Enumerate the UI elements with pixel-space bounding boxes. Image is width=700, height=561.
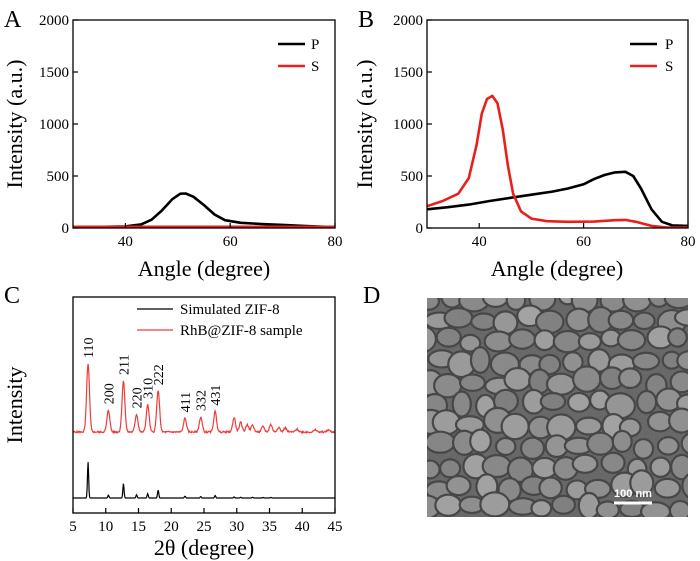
panel-b-xlabel: Angle (degree) — [491, 256, 624, 281]
legend-label-s: S — [311, 59, 319, 75]
x-tick-label: 60 — [223, 234, 238, 250]
panel-a-chart: 40 60 80 0 500 1000 1500 2000 Angle (degree) In… — [2, 13, 343, 281]
legend-label-simulated: Simulated ZIF-8 — [180, 302, 280, 318]
x-tick-label: 15 — [131, 519, 146, 535]
panel-b-legend: P S — [630, 37, 673, 75]
series-line-p — [73, 192, 335, 228]
series-line-p — [427, 170, 688, 228]
y-tick-label: 1000 — [39, 117, 69, 133]
peak-label-332: 332 — [195, 390, 210, 411]
sem-image: 100 nm — [427, 298, 688, 517]
peak-label-110: 110 — [82, 338, 97, 358]
peak-label-211: 211 — [117, 355, 132, 375]
x-tick-label: 40 — [295, 519, 310, 535]
panel-label-a: A — [4, 7, 22, 33]
x-tick-label: 10 — [98, 519, 113, 535]
x-tick-label: 40 — [472, 234, 487, 250]
y-tick-label: 0 — [416, 221, 424, 237]
x-tick-label: 40 — [118, 234, 133, 250]
series-line-sample — [72, 363, 336, 435]
panel-label-c: C — [4, 283, 20, 309]
x-tick-label: 80 — [681, 234, 696, 250]
panel-b-ylabel: Intensity (a.u.) — [352, 60, 377, 189]
sem-texture — [427, 298, 688, 517]
peak-label-200: 200 — [102, 383, 117, 404]
y-tick-label: 1500 — [393, 65, 423, 81]
y-tick-label: 1500 — [39, 65, 69, 81]
x-tick-label: 80 — [328, 234, 343, 250]
sem-scale-label: 100 nm — [614, 488, 652, 500]
x-tick-label: 5 — [69, 519, 77, 535]
panel-a-ylabel: Intensity (a.u.) — [2, 60, 27, 189]
panel-a-frame — [72, 19, 336, 229]
x-tick-label: 35 — [262, 519, 277, 535]
x-tick-label: 30 — [229, 519, 244, 535]
legend-label-s: S — [665, 59, 673, 75]
panel-b-frame — [426, 19, 689, 229]
y-tick-label: 2000 — [393, 13, 423, 29]
panel-label-d: D — [363, 283, 380, 309]
peak-label-310: 310 — [142, 378, 157, 399]
panel-a-legend: P S — [278, 37, 319, 75]
x-tick-label: 60 — [576, 234, 591, 250]
y-tick-label: 500 — [47, 169, 70, 185]
x-tick-label: 25 — [197, 519, 212, 535]
series-line-s — [427, 94, 688, 228]
panel-c-xlabel: 2θ (degree) — [154, 535, 254, 560]
panel-b-chart: 40 60 80 0 500 1000 1500 2000 Angle (degree) In… — [352, 13, 696, 281]
peak-label-220: 220 — [131, 387, 146, 408]
peak-label-431: 431 — [209, 385, 224, 406]
panel-c-ylabel: Intensity — [2, 367, 27, 444]
y-tick-label: 0 — [62, 221, 70, 237]
legend-label-p: P — [665, 37, 673, 53]
legend-label-sample: RhB@ZIF-8 sample — [180, 323, 303, 339]
y-tick-label: 2000 — [39, 13, 69, 29]
panel-label-b: B — [358, 7, 374, 33]
x-tick-label: 45 — [328, 519, 343, 535]
peak-label-411: 411 — [179, 392, 194, 412]
series-line-simulated — [73, 462, 335, 499]
panel-a-xlabel: Angle (degree) — [138, 256, 271, 281]
panel-c-legend: Simulated ZIF-8 RhB@ZIF-8 sample — [137, 302, 303, 339]
peak-label-222: 222 — [152, 364, 167, 385]
y-tick-label: 500 — [401, 169, 424, 185]
x-tick-label: 20 — [164, 519, 179, 535]
y-tick-label: 1000 — [393, 117, 423, 133]
legend-label-p: P — [311, 37, 319, 53]
